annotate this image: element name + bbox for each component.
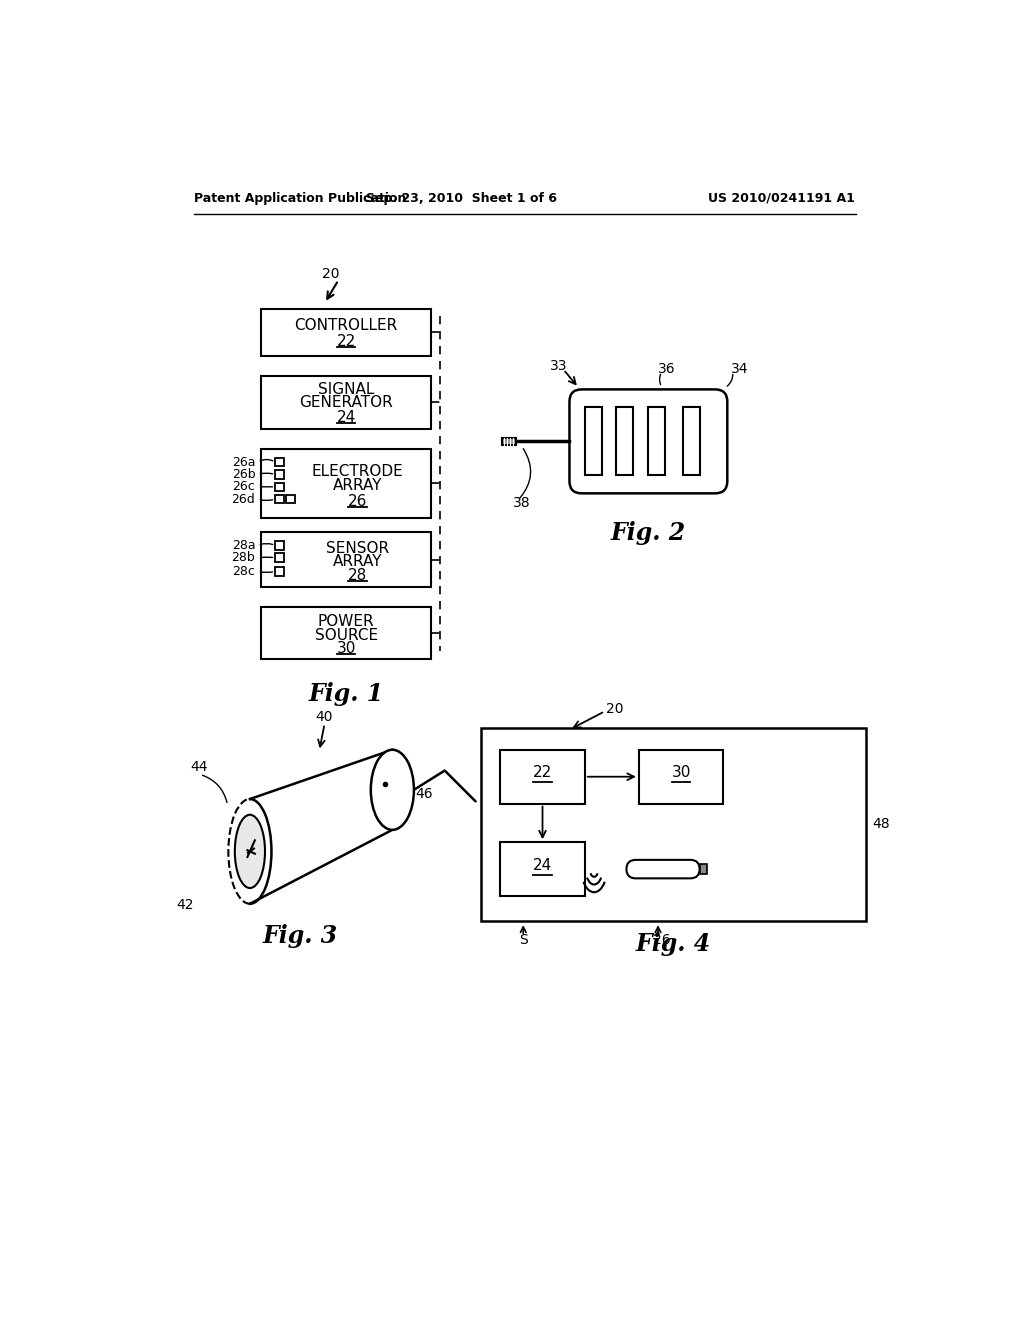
Text: POWER: POWER (317, 614, 375, 630)
Text: 24: 24 (337, 409, 355, 425)
Text: 46: 46 (416, 787, 433, 801)
Text: 26: 26 (348, 494, 368, 508)
FancyBboxPatch shape (569, 389, 727, 494)
Text: 22: 22 (532, 766, 552, 780)
Text: SOURCE: SOURCE (314, 627, 378, 643)
Ellipse shape (234, 814, 265, 888)
Text: 38: 38 (513, 496, 530, 511)
Text: Fig. 2: Fig. 2 (610, 521, 686, 545)
Text: 28c: 28c (232, 565, 255, 578)
Ellipse shape (371, 750, 414, 830)
Text: Fig. 3: Fig. 3 (262, 924, 338, 948)
Text: 26a: 26a (231, 455, 255, 469)
Text: 30: 30 (337, 642, 356, 656)
Text: ELECTRODE: ELECTRODE (312, 465, 403, 479)
Text: SIGNAL: SIGNAL (318, 381, 375, 397)
Text: Patent Application Publication: Patent Application Publication (194, 191, 407, 205)
Bar (639, 750, 724, 804)
Bar (585, 408, 602, 475)
Text: 26: 26 (653, 933, 671, 946)
Text: Fig. 4: Fig. 4 (636, 932, 711, 956)
Text: 48: 48 (872, 817, 890, 832)
Bar (502, 437, 515, 445)
Bar (261, 309, 431, 356)
Text: 42: 42 (177, 899, 195, 912)
Text: Sep. 23, 2010  Sheet 1 of 6: Sep. 23, 2010 Sheet 1 of 6 (367, 191, 557, 205)
Bar (683, 408, 700, 475)
Bar (261, 376, 431, 429)
Text: 26c: 26c (232, 480, 255, 494)
Text: 34: 34 (731, 362, 749, 376)
Text: Fig. 1: Fig. 1 (308, 681, 384, 706)
Bar (481, 729, 866, 921)
Text: 44: 44 (190, 760, 208, 774)
Text: GENERATOR: GENERATOR (299, 395, 393, 411)
Polygon shape (228, 750, 414, 904)
Bar (261, 607, 431, 659)
Text: 40: 40 (315, 710, 333, 725)
Text: 28a: 28a (231, 539, 255, 552)
Bar (500, 750, 585, 804)
Text: 20: 20 (606, 702, 624, 715)
Bar (699, 865, 708, 874)
Bar (648, 408, 665, 475)
Text: CONTROLLER: CONTROLLER (295, 318, 397, 333)
Text: S: S (519, 933, 527, 946)
Text: 24: 24 (532, 858, 552, 873)
Text: 26d: 26d (231, 492, 255, 506)
Bar (275, 458, 284, 466)
Text: ARRAY: ARRAY (333, 478, 382, 494)
Text: 28b: 28b (231, 552, 255, 564)
Text: 22: 22 (337, 334, 355, 350)
Bar (615, 408, 633, 475)
Text: US 2010/0241191 A1: US 2010/0241191 A1 (708, 191, 855, 205)
Bar (275, 483, 284, 491)
Text: 33: 33 (550, 359, 567, 374)
Bar (275, 470, 284, 479)
Bar (286, 495, 295, 503)
Text: 30: 30 (672, 766, 691, 780)
Bar (500, 842, 585, 896)
Bar (275, 553, 284, 562)
Text: 36: 36 (658, 362, 676, 376)
Text: ARRAY: ARRAY (333, 553, 382, 569)
Text: 26b: 26b (231, 469, 255, 480)
Text: SENSOR: SENSOR (327, 541, 389, 556)
Bar (275, 541, 284, 549)
FancyBboxPatch shape (627, 859, 699, 878)
Bar (275, 568, 284, 576)
Text: 28: 28 (348, 568, 368, 583)
Text: 20: 20 (322, 267, 339, 281)
Bar (275, 495, 284, 503)
Bar (261, 532, 431, 587)
Bar (261, 449, 431, 517)
